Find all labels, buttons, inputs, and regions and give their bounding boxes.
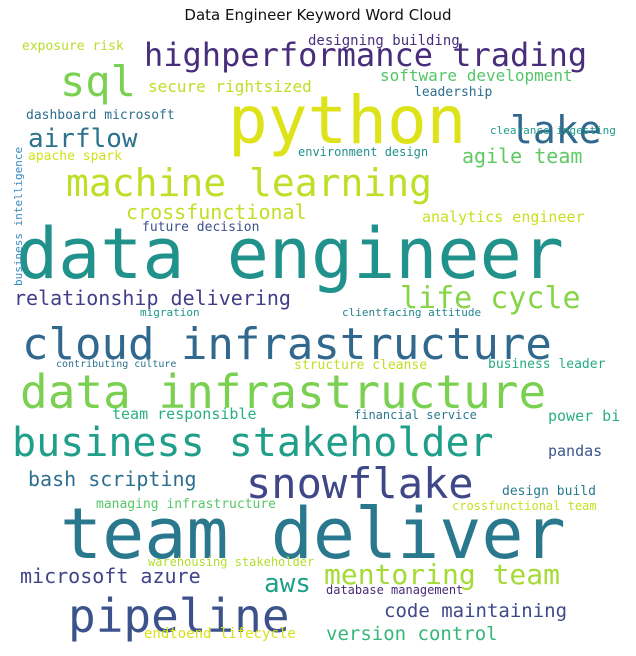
word-mentoring-team: mentoring team <box>324 558 560 591</box>
word-design-build: design build <box>502 484 596 499</box>
word-software-development: software development <box>380 66 573 85</box>
word-power-bi: power bi <box>548 407 620 425</box>
word-contributing-culture: contributing culture <box>56 359 176 370</box>
word-version-control: version control <box>326 623 498 645</box>
word-bash-scripting: bash scripting <box>28 467 197 491</box>
word-business-leader: business leader <box>488 357 606 372</box>
word-apache-spark: apache spark <box>28 149 122 164</box>
word-pipeline: pipeline <box>68 589 290 643</box>
word-cloud-infrastructure: cloud infrastructure <box>22 319 552 370</box>
word-warehousing-stakeholder: warehousing stakeholder <box>148 555 314 569</box>
word-airflow: airflow <box>28 124 138 154</box>
word-sql: sql <box>60 57 136 106</box>
word-financial-service: financial service <box>354 408 477 422</box>
word-snowflake: snowflake <box>246 459 474 508</box>
word-designing-building: designing building <box>308 33 460 49</box>
word-machine-learning: machine learning <box>66 161 432 205</box>
word-team-deliver: team deliver <box>60 493 566 575</box>
word-migration: migration <box>140 306 200 319</box>
word-database-management: database management <box>326 583 463 597</box>
word-pandas: pandas <box>548 442 602 460</box>
word-highperformance-trading: highperformance trading <box>144 36 587 74</box>
word-relationship-delivering: relationship delivering <box>14 286 291 310</box>
word-microsoft-azure: microsoft azure <box>20 564 201 588</box>
word-business-intelligence: business intelligence <box>12 147 25 286</box>
word-dashboard-microsoft: dashboard microsoft <box>26 108 175 123</box>
chart-title: Data Engineer Keyword Word Cloud <box>184 6 452 24</box>
word-team-responsible: team responsible <box>112 405 257 423</box>
word-future-decision: future decision <box>142 220 259 235</box>
word-analytics-engineer: analytics engineer <box>422 208 585 226</box>
word-aws: aws <box>264 569 311 599</box>
word-lake: lake <box>510 108 602 152</box>
word-agile-team: agile team <box>462 144 582 168</box>
word-life-cycle: life cycle <box>400 281 581 316</box>
word-data-engineer: data engineer <box>16 213 564 295</box>
word-clearance-ingesting: clearance ingesting <box>490 124 616 137</box>
word-data-infrastructure: data infrastructure <box>20 365 546 419</box>
word-secure-rightsized: secure rightsized <box>148 77 312 96</box>
word-leadership: leadership <box>414 85 492 100</box>
word-python: python <box>228 82 466 159</box>
word-environment-design: environment design <box>298 145 428 159</box>
word-exposure-risk: exposure risk <box>22 39 124 54</box>
word-structure-cleanse: structure cleanse <box>294 358 427 373</box>
word-endtoend-lifecycle: endtoend lifecycle <box>144 626 296 642</box>
word-clientfacing-attitude: clientfacing attitude <box>342 306 481 319</box>
word-code-maintaining: code maintaining <box>384 600 567 622</box>
word-managing-infrastructure: managing infrastructure <box>96 497 276 512</box>
word-crossfunctional-team: crossfunctional team <box>452 499 597 513</box>
word-business-stakeholder: business stakeholder <box>12 420 494 466</box>
word-crossfunctional: crossfunctional <box>126 200 307 224</box>
